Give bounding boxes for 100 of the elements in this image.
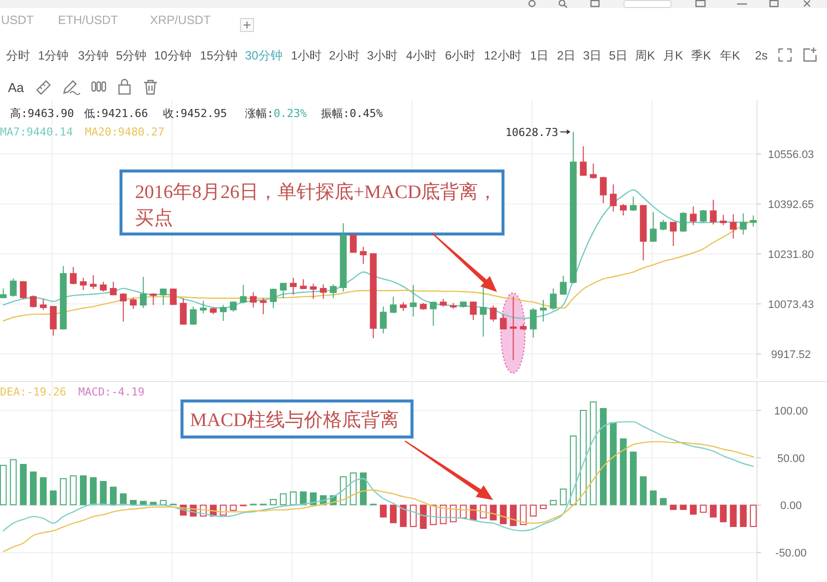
text: 1分钟 [38,48,69,62]
candlestick [80,277,87,291]
candlestick [130,297,137,310]
candlestick [580,146,587,176]
bar [660,498,667,506]
candlestick [250,292,257,308]
candlestick [500,314,507,330]
text: 30分钟 [245,48,282,62]
candlestick [640,204,647,261]
candlestick [530,308,537,338]
bar [400,504,407,527]
text: 2小时 [329,48,360,62]
text: 3日 [583,48,602,62]
candlestick [600,176,607,204]
candlestick [610,184,617,212]
candlestick [270,288,277,309]
candlestick [430,300,437,326]
candlestick [630,196,637,212]
candlestick [700,209,707,223]
candlestick [350,234,357,254]
bar [110,486,117,506]
y-tick-label: 50.00 [777,452,805,465]
candlestick [330,284,337,299]
bar [720,504,727,522]
bar [280,493,287,506]
text: 3分钟 [78,48,109,62]
candlestick [490,305,497,322]
candlestick [470,300,477,320]
bar [650,490,657,506]
candlestick [150,292,157,306]
candlestick [210,307,217,315]
bar [290,491,297,506]
text: 2s [755,48,768,62]
candlestick [440,298,447,308]
candlestick [370,252,377,339]
candlestick [20,280,27,300]
candlestick [280,282,287,299]
y-tick-label: 10392.65 [768,198,814,211]
candlestick [450,302,457,310]
candlestick [680,212,687,232]
candlestick [300,278,307,290]
bar [710,504,717,518]
bar [750,504,757,527]
bar [90,477,97,506]
candlestick [540,299,547,322]
bar [680,504,687,510]
bar [80,475,87,506]
candlestick [320,284,327,300]
bar [580,410,587,506]
bar [60,478,67,506]
text: ETH/USDT [58,13,119,27]
y-tick-label: 100.00 [774,405,808,418]
bar [0,464,7,506]
candlestick [140,276,147,309]
candlestick [400,302,407,312]
bar [420,504,427,529]
annotation: MACD:-4.19 [78,386,144,398]
text: 月K [663,48,684,62]
candlestick [750,215,757,228]
candlestick [660,219,667,231]
bar [30,472,37,506]
candlestick [670,222,677,246]
candlestick [590,163,597,180]
text: XRP/USDT [150,13,212,27]
candlestick [110,281,117,296]
text: 6小时 [445,48,476,62]
candlestick [220,304,227,322]
bar [560,488,567,506]
text: 1日 [530,48,549,62]
candlestick [60,266,67,330]
text: 12小时 [484,48,522,62]
text: 1小时 [291,48,322,62]
bar [50,490,57,506]
text: Aa [8,80,25,95]
candlestick [520,324,527,330]
candlestick [340,222,347,292]
candlestick [50,306,57,336]
bar [100,481,107,506]
bar [230,504,237,511]
candlestick [390,296,397,314]
candlestick [0,288,7,299]
bar [640,476,647,506]
bar [620,438,627,506]
bar [740,504,747,527]
candlestick [40,298,47,310]
candlestick [10,278,17,298]
bar [670,504,677,510]
candlestick [380,306,387,334]
bar [530,504,537,517]
bar [380,504,387,518]
bar [500,504,507,524]
candlestick [240,284,247,304]
text: 4小时 [406,48,437,62]
candlestick [120,292,127,322]
text: USDT [1,13,34,27]
y-tick-label: -50.00 [775,548,807,560]
bar [690,504,697,515]
text: DEA:-19.26 [0,386,66,398]
text: 10分钟 [154,48,192,62]
candlestick [740,212,747,235]
